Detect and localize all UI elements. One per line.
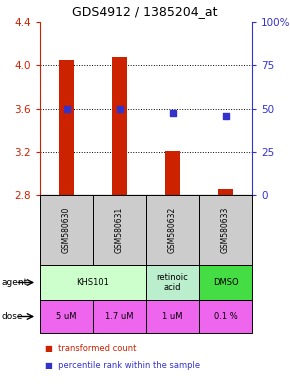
Text: GSM580631: GSM580631 (115, 207, 124, 253)
Text: GSM580633: GSM580633 (221, 207, 230, 253)
Point (170, 110, 175, 116)
Point (64, 106, 69, 112)
Bar (165, 151, 180, 195)
Text: KHS101: KHS101 (77, 278, 109, 287)
Point (117, 106, 122, 112)
Text: agent: agent (1, 278, 27, 287)
Point (223, 113, 228, 119)
Text: GSM580630: GSM580630 (62, 207, 71, 253)
Bar (218, 189, 233, 195)
Text: GSM580632: GSM580632 (168, 207, 177, 253)
Bar (59, 60, 74, 195)
Text: dose: dose (1, 312, 23, 321)
Text: ■  percentile rank within the sample: ■ percentile rank within the sample (45, 361, 200, 369)
Text: retinoic
acid: retinoic acid (157, 273, 189, 292)
Text: GDS4912 / 1385204_at: GDS4912 / 1385204_at (72, 5, 218, 18)
Text: ■  transformed count: ■ transformed count (45, 344, 136, 353)
Text: DMSO: DMSO (213, 278, 238, 287)
Text: 0.1 %: 0.1 % (214, 312, 238, 321)
Text: 1.7 uM: 1.7 uM (105, 312, 134, 321)
Text: 1 uM: 1 uM (162, 312, 183, 321)
Bar (112, 56, 127, 195)
Text: 5 uM: 5 uM (56, 312, 77, 321)
